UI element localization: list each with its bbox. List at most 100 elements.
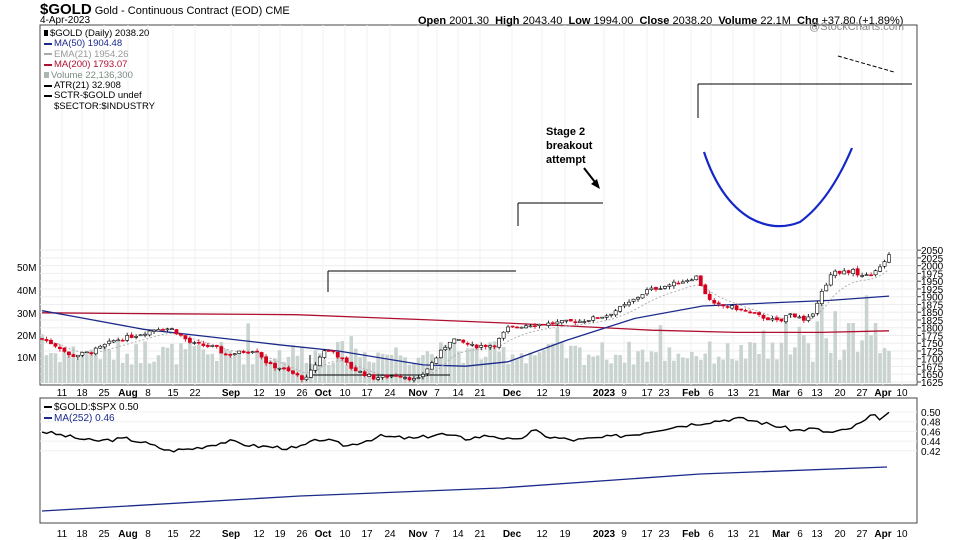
ema21-line	[41, 269, 890, 380]
ratio-tick-label: 0.44	[921, 437, 941, 448]
volume-bar	[183, 349, 188, 383]
volume-bar	[282, 361, 286, 383]
volume-bar	[860, 340, 864, 383]
volume-bar	[819, 304, 824, 383]
candle-body	[255, 350, 260, 353]
volume-bar	[165, 347, 170, 383]
annotation-line-2: breakout	[546, 140, 593, 152]
x-tick-label: Mar	[772, 388, 790, 399]
candle-body	[577, 320, 582, 323]
y-tick-label: 1800	[921, 324, 944, 335]
volume-bar	[250, 364, 255, 383]
volume-bar	[483, 356, 488, 383]
high-label: High	[495, 15, 520, 27]
candle-body	[398, 376, 403, 378]
volume-bar	[828, 352, 833, 383]
volume-bar	[730, 359, 734, 383]
volume-bar	[658, 325, 663, 383]
candle-body	[582, 321, 587, 323]
volume-bar	[640, 349, 645, 383]
volume-tick-label: 30M	[17, 309, 36, 320]
candle-body	[515, 326, 519, 329]
volume-bar	[770, 342, 775, 383]
candle-body	[824, 284, 829, 292]
volume-bar	[452, 337, 457, 383]
volume-bar	[322, 359, 327, 383]
volume-bar	[649, 351, 654, 383]
candle-body	[618, 306, 623, 312]
candle-body	[555, 321, 560, 325]
open-label: Open	[418, 15, 447, 27]
candle-body	[694, 275, 699, 281]
x-tick-label-lower: 12	[536, 529, 548, 540]
volume-bar	[223, 349, 228, 383]
y-tick-label: 1950	[921, 277, 944, 288]
volume-bar	[492, 341, 497, 383]
candle-body	[371, 374, 376, 380]
x-tick-label-lower: 11	[57, 529, 68, 540]
x-tick-label: 9	[621, 388, 627, 399]
volume-bar	[887, 350, 891, 383]
volume-bar	[586, 354, 591, 383]
volume-bar	[439, 342, 443, 383]
x-tick-label: 21	[748, 388, 760, 399]
candle-body	[819, 291, 824, 304]
volume-bar	[510, 354, 515, 383]
candle-body	[801, 315, 806, 321]
volume-bar	[479, 359, 483, 383]
candle-body	[519, 326, 524, 329]
price-legend: $GOLD (Daily) 2038.20 MA(50) 1904.48 EMA…	[44, 28, 155, 112]
candle-body	[869, 274, 873, 277]
volume-bar	[869, 335, 873, 383]
candle-body	[721, 304, 726, 307]
volume-bar	[811, 361, 815, 383]
candle-body	[143, 333, 147, 336]
volume-bar	[707, 341, 712, 383]
ratio-line	[41, 411, 890, 453]
volume-bar	[636, 351, 640, 383]
candle-body	[84, 351, 89, 354]
candle-body	[438, 349, 443, 359]
x-tick-label-lower: Aug	[118, 529, 137, 540]
volume-bar	[855, 351, 860, 383]
x-tick-label-lower: Dec	[503, 529, 522, 540]
candle-body	[53, 343, 58, 347]
candle-body	[313, 364, 318, 371]
volume-bar	[232, 354, 237, 383]
candle-body	[613, 310, 618, 316]
volume-bar	[412, 362, 416, 383]
x-tick-label-lower: 6	[708, 529, 714, 540]
volume-bar	[802, 335, 806, 383]
candle-body	[44, 339, 49, 342]
x-tick-label-lower: 15	[167, 529, 179, 540]
x-tick-label-lower: 19	[274, 529, 286, 540]
volume-bar	[219, 341, 224, 383]
candle-body	[421, 373, 425, 378]
volume-bar	[672, 360, 676, 383]
x-tick-label-lower: 2023	[593, 529, 616, 540]
x-tick-label: 23	[658, 388, 670, 399]
volume-bar	[448, 344, 452, 383]
watermark: @StockCharts.com	[809, 21, 904, 33]
ratio-tick-label: 0.46	[921, 427, 941, 438]
volume-bar	[743, 358, 748, 383]
candle-body	[470, 343, 475, 346]
candle-body	[828, 274, 833, 286]
volume-bar	[304, 362, 309, 383]
volume-bar	[107, 349, 112, 383]
candle-body	[246, 351, 251, 354]
candle-body	[600, 316, 605, 319]
volume-bar	[197, 345, 201, 383]
candle-body	[797, 316, 802, 319]
candle-body	[295, 373, 300, 376]
volume-bar	[461, 362, 466, 383]
x-tick-label-lower: 25	[98, 529, 110, 540]
candle-body	[568, 319, 573, 322]
candle-body	[40, 338, 44, 340]
candle-body	[649, 287, 654, 291]
candle-body	[156, 329, 161, 332]
volume-bar	[80, 355, 85, 383]
candle-body	[102, 343, 107, 348]
candle-body	[878, 266, 882, 272]
